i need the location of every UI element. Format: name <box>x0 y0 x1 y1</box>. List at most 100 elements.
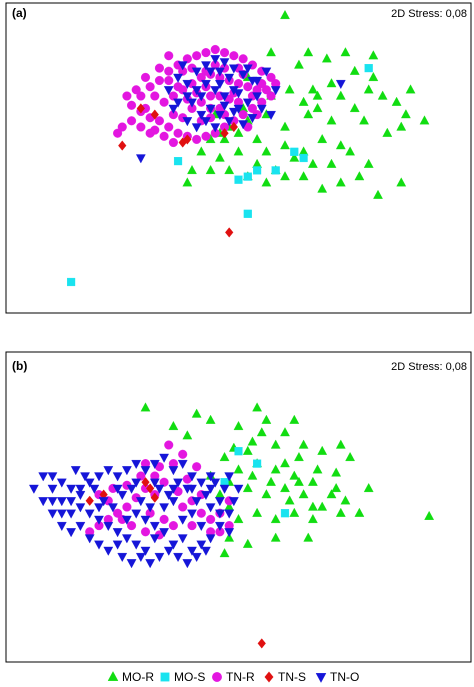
point-tn-r <box>173 82 183 92</box>
point-mo-r <box>261 489 272 499</box>
point-tn-o <box>47 472 58 482</box>
point-mo-r <box>247 470 258 480</box>
point-tn-o <box>84 509 95 519</box>
point-tn-o <box>168 540 179 550</box>
point-mo-r <box>280 121 290 131</box>
point-tn-r <box>201 48 211 58</box>
point-tn-r <box>122 91 132 101</box>
point-tn-o <box>224 117 235 127</box>
point-tn-o <box>205 67 216 77</box>
point-tn-o <box>47 497 58 507</box>
point-tn-o <box>103 546 114 556</box>
point-mo-r <box>242 538 253 548</box>
point-mo-r <box>396 121 407 131</box>
point-tn-o <box>215 79 225 90</box>
point-mo-r <box>312 90 323 100</box>
point-mo-r <box>391 96 402 106</box>
point-tn-o <box>201 546 211 556</box>
point-tn-o <box>94 515 104 525</box>
point-tn-o <box>140 515 151 525</box>
point-mo-r <box>261 414 272 424</box>
point-mo-r <box>396 177 407 187</box>
point-mo-r <box>424 510 435 520</box>
point-tn-o <box>233 89 244 99</box>
point-tn-o <box>47 484 58 494</box>
point-tn-r <box>117 122 127 132</box>
point-mo-r <box>205 164 216 175</box>
point-tn-o <box>205 534 216 544</box>
point-tn-o <box>66 497 76 507</box>
legend: MO-R MO-S TN-R TN-S TN-O <box>107 670 359 684</box>
point-mo-r <box>280 140 290 150</box>
point-mo-r <box>340 47 351 57</box>
point-tn-o <box>173 552 183 563</box>
point-tn-r <box>178 502 188 512</box>
point-mo-r <box>187 164 197 175</box>
point-tn-o <box>168 104 179 114</box>
point-tn-o <box>210 478 221 488</box>
point-tn-o <box>219 101 230 111</box>
point-tn-o <box>173 478 183 488</box>
point-tn-o <box>131 509 142 519</box>
point-tn-s <box>136 103 145 114</box>
point-tn-o <box>266 110 276 121</box>
point-tn-o <box>210 123 221 133</box>
point-tn-o <box>122 534 132 544</box>
point-mo-r <box>219 451 230 462</box>
legend-label-tn-s: TN-S <box>278 670 306 684</box>
point-mo-s <box>173 157 183 166</box>
point-tn-o <box>261 67 272 77</box>
point-mo-r <box>401 109 411 119</box>
point-mo-r <box>359 115 369 125</box>
point-tn-r <box>154 63 164 73</box>
point-tn-o <box>66 484 76 494</box>
point-tn-s <box>150 109 159 120</box>
point-tn-o <box>205 472 216 482</box>
point-mo-r <box>345 451 355 462</box>
point-tn-r <box>164 75 174 86</box>
point-tn-r <box>136 91 146 101</box>
point-tn-r <box>192 462 202 472</box>
point-tn-r <box>266 72 276 82</box>
point-tn-o <box>108 503 118 513</box>
point-mo-r <box>354 171 365 181</box>
point-tn-r <box>159 514 169 524</box>
point-tn-o <box>219 92 230 102</box>
point-tn-o <box>38 497 49 507</box>
point-tn-o <box>159 453 169 463</box>
point-mo-s <box>243 209 252 218</box>
panel-a-plot-area <box>67 9 430 287</box>
point-tn-o <box>145 559 156 569</box>
point-tn-o <box>191 86 202 96</box>
point-tn-o <box>205 484 216 494</box>
point-tn-o <box>205 104 216 114</box>
point-tn-o <box>112 528 123 538</box>
point-mo-r <box>280 9 290 20</box>
point-tn-o <box>242 64 253 74</box>
point-mo-r <box>303 532 314 542</box>
point-tn-r <box>192 51 202 61</box>
point-tn-r <box>154 116 164 126</box>
point-tn-s <box>220 128 229 139</box>
legend-label-tn-o: TN-O <box>330 670 359 684</box>
point-mo-r <box>294 59 304 69</box>
point-mo-r <box>317 183 328 193</box>
legend-marker-tn-s <box>264 671 274 683</box>
point-tn-r <box>159 97 169 107</box>
point-tn-r <box>131 85 141 95</box>
point-tn-o <box>47 509 58 519</box>
point-tn-o <box>228 64 239 74</box>
point-tn-o <box>75 521 86 532</box>
point-tn-o <box>168 466 179 476</box>
point-tn-r <box>229 51 239 61</box>
point-tn-s <box>257 638 266 649</box>
point-tn-s <box>85 495 94 506</box>
point-tn-o <box>103 466 114 476</box>
point-tn-o <box>187 484 197 494</box>
panel-a-stress-annotation: 2D Stress: 0,08 <box>391 8 467 20</box>
point-mo-s <box>253 166 262 175</box>
point-tn-o <box>29 484 39 494</box>
point-mo-r <box>368 71 379 82</box>
point-tn-o <box>177 534 188 544</box>
